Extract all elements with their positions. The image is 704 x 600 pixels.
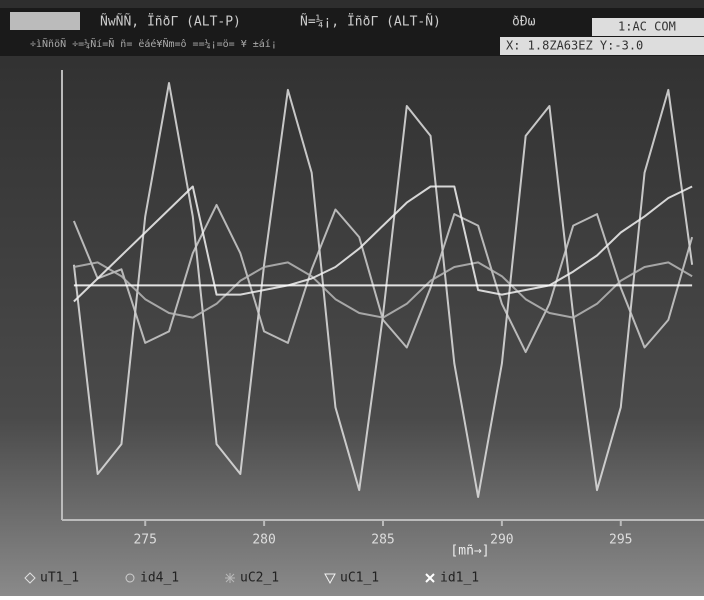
hint-text: ÷ìÑñöÑ ÷=¼Ñí=Ñ ñ= ëáé¥Ñm=ô ==¼¡=ö= ¥ ±áí… — [30, 37, 277, 50]
x-tick-label: 290 — [490, 533, 513, 548]
x-tick-label: 280 — [252, 533, 275, 548]
menu-item[interactable]: ÑwÑÑ, ÏñðΓ (ALT-P) — [100, 14, 241, 30]
menu-highlight — [10, 12, 80, 30]
status-text: 1:AC COM — [618, 20, 676, 34]
x-tick-label: 295 — [609, 533, 632, 548]
legend-label: uT1_1 — [40, 571, 79, 586]
legend-label: id1_1 — [440, 571, 479, 586]
legend-label: id4_1 — [140, 571, 179, 586]
screen: ÑwÑÑ, ÏñðΓ (ALT-P) Ñ=¼¡, ÏñðΓ (ALT-Ñ) ðÐ… — [0, 0, 704, 596]
x-tick-label: 285 — [371, 533, 394, 548]
menu-item[interactable]: Ñ=¼¡, ÏñðΓ (ALT-Ñ) — [300, 14, 441, 30]
x-axis-label: [mñ→] — [450, 544, 489, 559]
legend-label: uC2_1 — [240, 571, 279, 586]
menu-item[interactable]: ðÐω — [512, 15, 536, 30]
legend-marker — [225, 573, 235, 583]
background — [0, 0, 704, 596]
legend-label: uC1_1 — [340, 571, 379, 586]
x-tick-label: 275 — [133, 533, 156, 548]
cursor-text: X: 1.8ZA63EZ Y:-3.0 — [506, 39, 643, 53]
